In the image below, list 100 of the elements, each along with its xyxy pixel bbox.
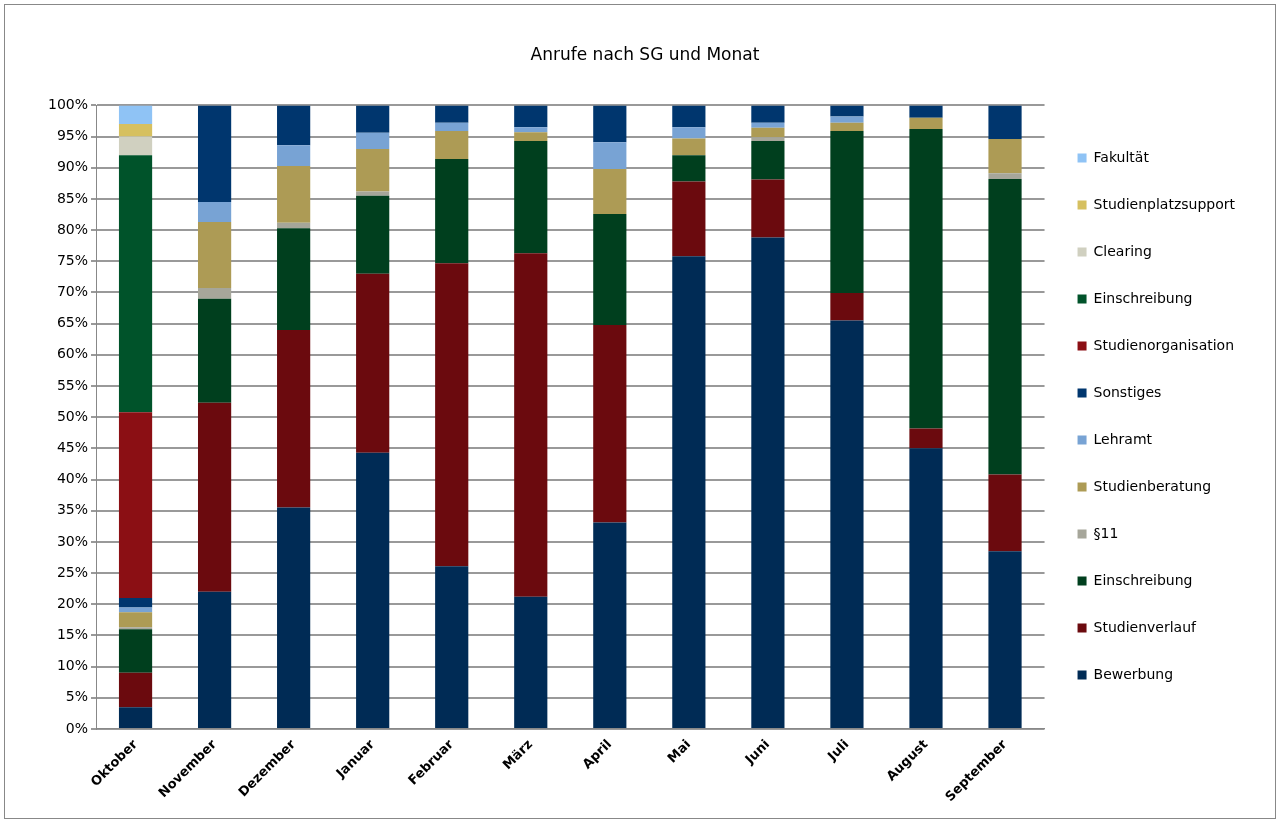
bar	[118, 598, 153, 608]
bar	[672, 105, 706, 128]
bar	[514, 132, 548, 141]
bar	[909, 129, 943, 429]
bar	[356, 149, 390, 192]
bar	[751, 179, 785, 238]
legend-label: Einschreibung	[1093, 571, 1193, 588]
bar	[356, 191, 390, 196]
bar	[830, 320, 864, 728]
legend-label: Studienorganisation	[1093, 336, 1235, 353]
bar	[751, 122, 785, 128]
bar	[514, 105, 548, 128]
y-tick-label: 15%	[56, 626, 89, 643]
bar	[118, 607, 153, 613]
legend-label: Fakultät	[1093, 148, 1150, 165]
bar	[830, 116, 864, 123]
bar	[197, 591, 232, 728]
legend-label: Clearing	[1093, 242, 1152, 259]
y-tick-label: 10%	[56, 657, 89, 674]
y-tick-label: 60%	[56, 345, 89, 362]
bar	[830, 122, 864, 131]
y-tick-label: 40%	[56, 470, 89, 487]
bar	[197, 105, 232, 203]
bar	[118, 612, 153, 628]
legend-label: Sonstiges	[1093, 383, 1162, 400]
bar	[909, 448, 943, 728]
bar	[514, 596, 548, 728]
y-tick-label: 55%	[56, 376, 89, 393]
bar	[909, 428, 943, 449]
bar	[988, 105, 1022, 140]
bar	[751, 140, 785, 180]
bar	[988, 178, 1022, 475]
bar	[118, 629, 153, 673]
bar	[197, 202, 232, 223]
y-tick-label: 0%	[65, 719, 89, 736]
y-tick-label: 25%	[56, 563, 89, 580]
bar	[118, 707, 153, 728]
y-tick-label: 35%	[56, 501, 89, 518]
bar	[593, 105, 627, 143]
bar	[672, 155, 706, 182]
legend-label: Studienverlauf	[1093, 618, 1198, 635]
y-tick-label: 85%	[56, 189, 89, 206]
bar	[514, 127, 548, 133]
y-tick-label: 90%	[56, 158, 89, 175]
bar	[514, 140, 548, 254]
bar	[672, 127, 706, 139]
bar	[435, 566, 469, 728]
bar	[197, 222, 232, 289]
chart-title: Anrufe nach SG und Monat	[530, 43, 760, 64]
bar	[435, 263, 469, 567]
bar	[118, 124, 153, 137]
bar	[277, 165, 311, 223]
bar	[988, 139, 1022, 174]
bar	[356, 452, 390, 728]
bar	[988, 474, 1022, 552]
bar	[593, 169, 627, 214]
y-tick-label: 75%	[56, 251, 89, 268]
bar	[118, 412, 153, 599]
bar	[988, 551, 1022, 728]
bar	[356, 132, 390, 150]
bar	[118, 672, 153, 708]
bar	[514, 253, 548, 597]
y-tick-label: 80%	[56, 220, 89, 237]
bar	[593, 142, 627, 170]
bar	[277, 507, 311, 728]
bar	[593, 213, 627, 325]
y-tick-label: 65%	[56, 314, 89, 331]
y-tick-label: 30%	[56, 532, 89, 549]
bar	[118, 155, 153, 413]
bar	[593, 324, 627, 523]
bar	[830, 105, 864, 117]
y-tick-label: 100%	[47, 96, 89, 113]
bar	[672, 181, 706, 257]
bar	[672, 256, 706, 728]
bar	[830, 130, 864, 294]
bar	[356, 273, 390, 453]
bar	[830, 293, 864, 321]
bar	[435, 105, 469, 123]
bar	[435, 159, 469, 264]
bar	[277, 228, 311, 330]
y-tick-label: 20%	[56, 594, 89, 611]
y-tick-label: 70%	[56, 283, 89, 300]
bar	[197, 298, 232, 403]
bar	[435, 122, 469, 131]
bar	[751, 105, 785, 123]
bar	[197, 402, 232, 592]
y-tick-label: 5%	[65, 688, 89, 705]
bar	[909, 117, 943, 130]
bar	[593, 522, 627, 728]
bar	[909, 105, 943, 118]
legend-label: Einschreibung	[1093, 289, 1193, 306]
bar	[118, 136, 153, 156]
bar	[356, 195, 390, 274]
y-tick-label: 95%	[56, 127, 89, 144]
bar	[277, 329, 311, 508]
bar	[435, 130, 469, 160]
bar	[197, 288, 232, 299]
legend-label: Lehramt	[1093, 430, 1153, 447]
bar	[277, 145, 311, 166]
bar	[988, 173, 1022, 179]
